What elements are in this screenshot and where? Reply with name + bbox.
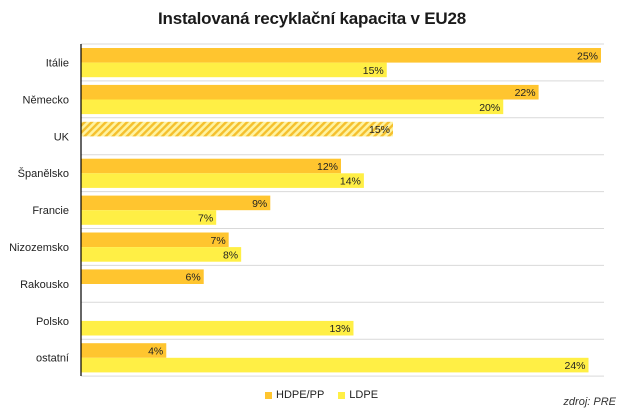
category-label-francie: Francie: [32, 205, 69, 217]
category-label-ostatni: ostatní: [36, 353, 69, 365]
bar-ldpe-polsko[interactable]: [81, 320, 354, 336]
value-label-ldpe-ostatni: 24%: [565, 360, 586, 372]
value-label-ldpe-nemecko: 20%: [479, 102, 500, 114]
bar-ldpe-ostatni[interactable]: [81, 357, 589, 373]
category-label-spanelsko: Španělsko: [18, 167, 69, 180]
bar-ldpe-francie[interactable]: [81, 210, 217, 225]
bar-ldpe-nizozemsko[interactable]: [81, 247, 242, 262]
value-label-ldpe-francie: 7%: [198, 213, 213, 225]
category-label-rakousko: Rakousko: [20, 279, 69, 291]
chart-title: Instalovaná recyklační kapacita v EU28: [157, 9, 467, 28]
bar-hdpe-pp-italie[interactable]: [81, 48, 601, 63]
value-label-combined-uk: 15%: [369, 124, 390, 136]
category-label-nizozemsko: Nizozemsko: [9, 242, 69, 254]
value-label-hdpe-pp-spanelsko: 12%: [317, 161, 338, 173]
category-label-uk: UK: [54, 131, 70, 143]
legend: HDPE/PP LDPE: [265, 389, 378, 401]
value-label-ldpe-polsko: 13%: [329, 323, 350, 335]
legend-swatch-ldpe: [338, 391, 346, 399]
source-note: zdroj: PRE: [563, 396, 616, 408]
value-label-ldpe-nizozemsko: 8%: [223, 249, 238, 261]
value-label-hdpe-pp-nemecko: 22%: [515, 87, 536, 99]
legend-label-hdpe-pp: HDPE/PP: [276, 389, 325, 401]
bar-ldpe-italie[interactable]: [81, 62, 387, 78]
legend-item-hdpe-pp[interactable]: HDPE/PP: [265, 389, 324, 401]
category-label-italie: Itálie: [46, 57, 69, 69]
bar-ldpe-nemecko[interactable]: [81, 99, 504, 115]
bar-combined-uk[interactable]: [81, 121, 393, 137]
value-label-hdpe-pp-ostatni: 4%: [148, 346, 163, 358]
bar-hdpe-pp-rakousko[interactable]: [81, 269, 204, 284]
bar-hdpe-pp-nizozemsko[interactable]: [81, 232, 229, 248]
value-label-ldpe-italie: 15%: [363, 65, 384, 77]
value-label-hdpe-pp-francie: 9%: [252, 198, 267, 210]
value-label-hdpe-pp-nizozemsko: 7%: [210, 235, 225, 247]
category-label-nemecko: Německo: [23, 94, 69, 106]
bar-hdpe-pp-ostatni[interactable]: [81, 343, 167, 358]
legend-item-ldpe[interactable]: LDPE: [338, 389, 378, 401]
legend-swatch-hdpe-pp: [265, 391, 272, 399]
bar-hdpe-pp-francie[interactable]: [81, 195, 271, 211]
bar-ldpe-spanelsko[interactable]: [81, 173, 364, 188]
value-label-hdpe-pp-italie: 25%: [577, 50, 598, 62]
bar-hdpe-pp-nemecko[interactable]: [81, 84, 539, 100]
bar-hdpe-pp-spanelsko[interactable]: [81, 158, 341, 174]
value-label-hdpe-pp-rakousko: 6%: [186, 272, 201, 284]
legend-label-ldpe: LDPE: [349, 389, 379, 401]
value-label-ldpe-spanelsko: 14%: [340, 176, 361, 188]
category-label-polsko: Polsko: [36, 316, 69, 328]
